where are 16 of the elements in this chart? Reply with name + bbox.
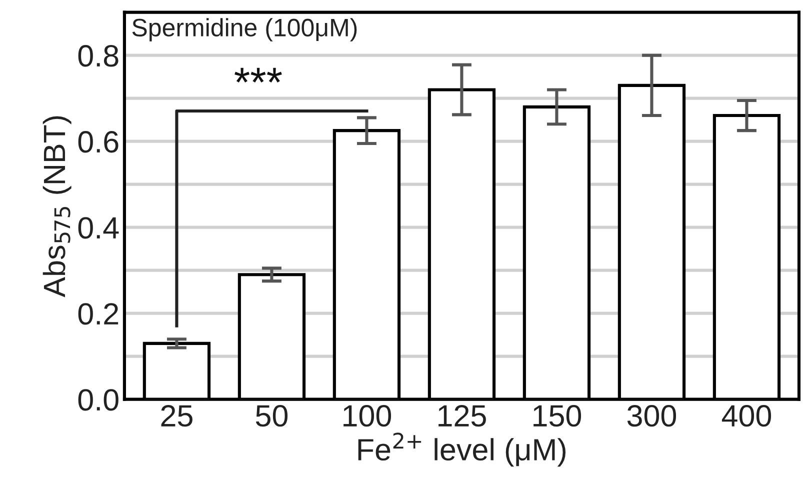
y-axis-title: Abs$_{575}$ (NBT): [42, 116, 72, 298]
y-tick-label: 0.6: [78, 131, 118, 153]
x-tick-label: 300: [627, 405, 676, 427]
x-tick-label: 50: [256, 405, 288, 427]
y-tick-label: 0.2: [78, 303, 118, 325]
annotation: ***: [234, 68, 282, 83]
x-axis-title: Fe$^{2+}$ level (μM): [358, 432, 566, 467]
x-tick-label: 100: [344, 405, 392, 427]
x-tick-label: 125: [438, 405, 486, 427]
x-tick-label: 150: [534, 405, 582, 427]
y-tick-label: 0.0: [78, 389, 118, 411]
y-tick-label: 0.4: [78, 217, 119, 239]
x-tick-label: 400: [722, 405, 772, 427]
chart-title: Spermidine (100μM): [132, 18, 357, 42]
x-tick-label: 25: [161, 405, 192, 427]
y-tick-label: 0.8: [78, 45, 118, 67]
